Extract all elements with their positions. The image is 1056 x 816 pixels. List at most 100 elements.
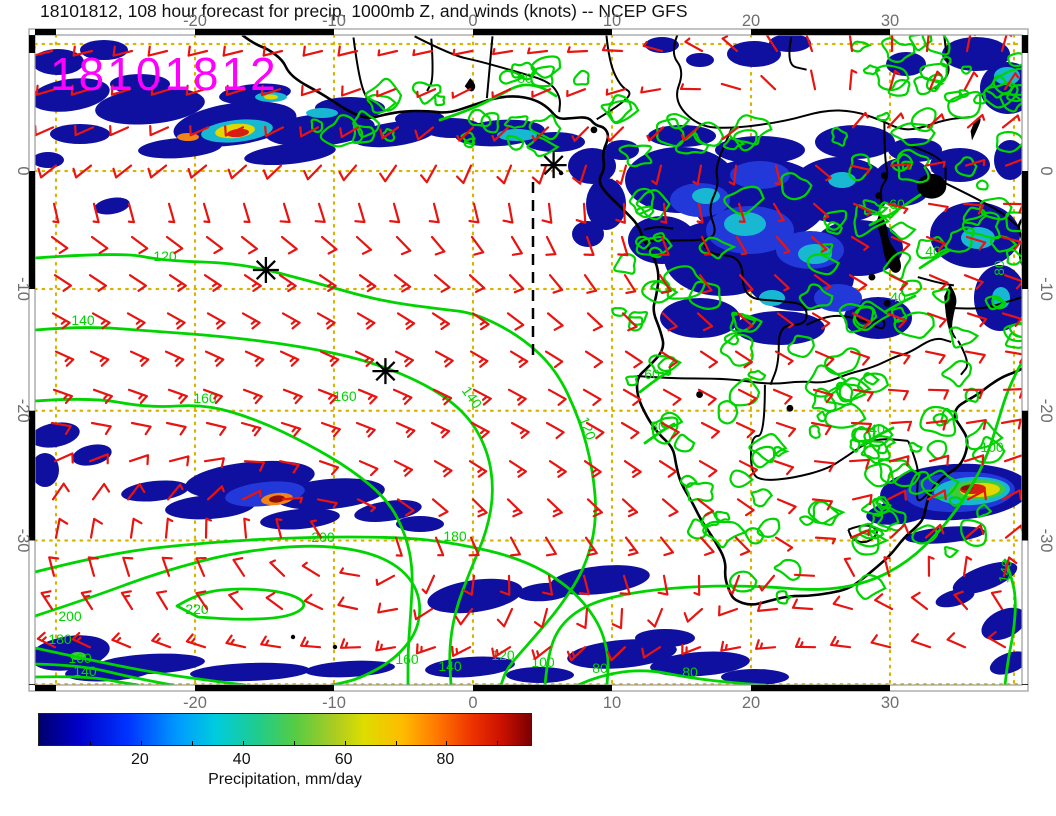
wind-barb <box>693 574 701 596</box>
lake-dot <box>696 391 703 398</box>
wind-barb <box>928 70 943 91</box>
wind-barb <box>52 388 73 404</box>
x-axis-tick-top: 20 <box>742 12 760 30</box>
precip-blob <box>605 140 639 160</box>
wind-barb <box>164 517 174 539</box>
wind-barb <box>1003 72 1020 91</box>
wind-barb <box>720 82 742 91</box>
wind-barb <box>300 85 322 97</box>
wind-barb <box>926 312 947 328</box>
wind-barb <box>775 235 791 255</box>
wind-barb <box>50 235 69 255</box>
wind-barb <box>491 646 512 659</box>
precip-blob <box>506 667 574 683</box>
wind-barb <box>468 274 486 293</box>
wind-barb <box>396 312 416 330</box>
wind-barb <box>187 45 209 57</box>
precip-blob <box>815 125 895 159</box>
wind-barb <box>812 388 834 404</box>
contour-line-60 <box>638 370 670 394</box>
wind-barb <box>850 235 870 251</box>
contour-line-100 <box>543 360 1022 685</box>
wind-barb <box>396 498 415 517</box>
lake-dot <box>875 192 883 200</box>
wind-barb <box>50 421 72 435</box>
contour-label: 220 <box>185 601 209 617</box>
wind-barb <box>925 235 946 252</box>
wind-barb <box>684 37 704 53</box>
wind-barb <box>164 350 185 367</box>
wind-barb <box>646 126 665 142</box>
wind-barb <box>662 388 682 406</box>
wind-barb <box>843 557 856 577</box>
x-axis-tick-bottom: 10 <box>603 694 621 710</box>
wind-barb <box>53 452 74 464</box>
wind-barb <box>339 638 362 649</box>
wind-barb <box>189 125 210 137</box>
island-dot <box>332 644 338 650</box>
precip-blob <box>886 52 926 76</box>
wind-barb <box>575 202 587 224</box>
wind-barb <box>927 555 935 577</box>
wind-barb <box>470 421 490 439</box>
wind-barb <box>1001 489 1022 501</box>
wind-barb <box>110 84 132 96</box>
wind-barb <box>492 48 514 56</box>
wind-barb <box>720 640 742 652</box>
wind-barb <box>303 593 324 611</box>
wind-barb <box>151 632 172 649</box>
wind-barb <box>848 458 871 470</box>
wind-barb <box>623 460 642 478</box>
wind-barb <box>697 388 717 406</box>
wind-barb <box>130 421 152 436</box>
lake-dot <box>868 273 876 281</box>
wind-barb <box>531 88 552 98</box>
contour-label: 120 <box>491 647 515 663</box>
wind-barb <box>542 574 553 596</box>
wind-barb <box>962 202 984 215</box>
wind-barb <box>337 596 359 611</box>
wind-barb <box>509 350 529 368</box>
wind-barb <box>432 388 453 406</box>
precip-blob <box>550 565 650 595</box>
wind-barb <box>964 524 985 539</box>
wind-barb <box>772 202 785 223</box>
wind-barb <box>243 274 262 292</box>
colorbar-minor-tick <box>89 741 91 745</box>
precip-blob <box>227 128 249 138</box>
wind-barb <box>679 83 702 91</box>
wind-barb <box>805 35 814 53</box>
wind-barb <box>128 274 147 292</box>
wind-barb <box>617 235 629 257</box>
precip-blob <box>994 67 1020 85</box>
wind-barb <box>658 274 672 294</box>
wind-barb <box>428 202 440 224</box>
wind-barb <box>339 126 360 139</box>
wind-barb <box>928 454 950 466</box>
wind-barb <box>851 312 872 329</box>
wind-barb <box>813 274 832 291</box>
wind-barb <box>355 235 373 255</box>
wind-barb <box>204 350 225 367</box>
wind-barb <box>699 350 718 369</box>
wind-barb <box>205 421 227 436</box>
wind-barb <box>232 557 246 577</box>
wind-barb <box>156 590 169 611</box>
contour-line-200 <box>35 544 422 685</box>
wind-barb <box>548 460 567 478</box>
wind-barb <box>584 350 604 369</box>
wind-barb <box>278 460 300 474</box>
precip-blob <box>264 94 278 100</box>
wind-barb <box>692 164 703 186</box>
wind-barb <box>72 45 94 57</box>
wind-barb <box>203 457 225 469</box>
wind-barb <box>355 421 376 438</box>
wind-barb <box>814 164 832 182</box>
wind-barb <box>302 45 324 57</box>
wind-barb <box>849 350 871 366</box>
wind-barb <box>509 536 521 557</box>
wind-barb <box>657 574 669 596</box>
colorbar-minor-tick <box>344 741 346 745</box>
wind-barb <box>243 460 266 472</box>
